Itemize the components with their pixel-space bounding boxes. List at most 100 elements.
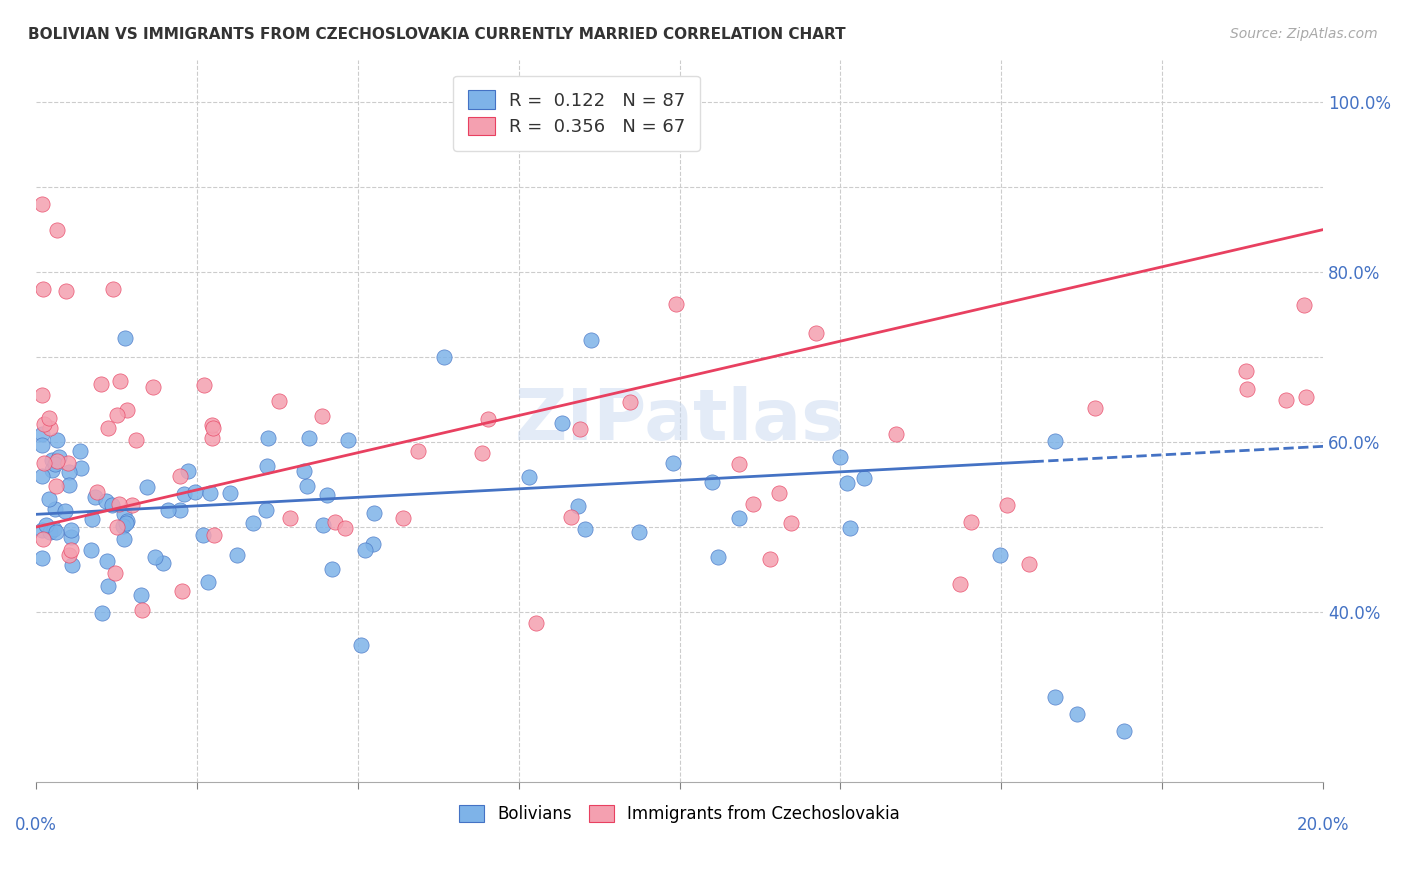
Point bbox=[46, 433, 69, 447]
Point bbox=[256, 458, 278, 473]
Point bbox=[312, 518, 335, 533]
Point bbox=[32, 417, 55, 431]
Point bbox=[574, 522, 596, 536]
Point bbox=[184, 485, 207, 500]
Point bbox=[37, 492, 59, 507]
Point bbox=[728, 511, 751, 525]
Point bbox=[90, 606, 112, 620]
Point bbox=[31, 551, 53, 566]
Point bbox=[94, 494, 117, 508]
Point bbox=[256, 432, 278, 446]
Point bbox=[107, 519, 129, 533]
Point bbox=[105, 408, 128, 422]
Point bbox=[335, 521, 357, 535]
Point bbox=[990, 548, 1012, 562]
Point bbox=[780, 516, 803, 531]
Point bbox=[125, 434, 148, 448]
Point bbox=[193, 377, 215, 392]
Point bbox=[200, 485, 222, 500]
Point bbox=[169, 469, 191, 483]
Point bbox=[80, 511, 103, 525]
Point bbox=[321, 562, 343, 576]
Point bbox=[114, 331, 136, 345]
Point bbox=[406, 444, 429, 458]
Point bbox=[44, 457, 66, 471]
Point bbox=[191, 528, 214, 542]
Text: 20.0%: 20.0% bbox=[1296, 816, 1350, 834]
Point bbox=[32, 456, 55, 470]
Point bbox=[706, 549, 728, 564]
Point bbox=[90, 377, 112, 392]
Point bbox=[31, 524, 53, 538]
Point bbox=[1112, 724, 1135, 739]
Point bbox=[156, 502, 179, 516]
Point bbox=[45, 479, 67, 493]
Point bbox=[1018, 557, 1040, 571]
Point bbox=[197, 575, 219, 590]
Point bbox=[242, 516, 264, 531]
Text: ZIPatlas: ZIPatlas bbox=[515, 386, 845, 455]
Point bbox=[60, 523, 83, 537]
Point bbox=[117, 514, 139, 528]
Point bbox=[1275, 392, 1298, 407]
Point bbox=[143, 549, 166, 564]
Point bbox=[838, 521, 860, 535]
Point bbox=[111, 519, 134, 533]
Text: 0.0%: 0.0% bbox=[15, 816, 56, 834]
Point bbox=[58, 465, 80, 479]
Point bbox=[32, 282, 55, 296]
Text: Source: ZipAtlas.com: Source: ZipAtlas.com bbox=[1230, 27, 1378, 41]
Point bbox=[107, 497, 129, 511]
Point bbox=[31, 468, 53, 483]
Point bbox=[173, 487, 195, 501]
Point bbox=[53, 504, 76, 518]
Point bbox=[103, 282, 125, 296]
Point bbox=[960, 515, 983, 529]
Point bbox=[292, 464, 315, 478]
Point bbox=[121, 498, 143, 512]
Point bbox=[524, 615, 547, 630]
Point bbox=[41, 462, 63, 476]
Point bbox=[83, 490, 105, 504]
Point bbox=[45, 525, 67, 540]
Point bbox=[60, 558, 83, 572]
Legend: Bolivians, Immigrants from Czechoslovakia: Bolivians, Immigrants from Czechoslovaki… bbox=[451, 797, 908, 831]
Point bbox=[581, 333, 603, 347]
Point bbox=[806, 326, 828, 340]
Point bbox=[201, 431, 224, 445]
Point bbox=[1043, 690, 1066, 704]
Point bbox=[1043, 434, 1066, 448]
Point bbox=[79, 543, 101, 558]
Point bbox=[742, 497, 765, 511]
Point bbox=[44, 502, 66, 516]
Point bbox=[1236, 382, 1258, 396]
Point bbox=[142, 380, 165, 394]
Point bbox=[170, 584, 193, 599]
Point bbox=[1084, 401, 1107, 416]
Point bbox=[46, 222, 69, 236]
Point bbox=[278, 511, 301, 525]
Point bbox=[1294, 298, 1316, 312]
Point bbox=[112, 533, 135, 547]
Point bbox=[477, 412, 499, 426]
Point bbox=[298, 432, 321, 446]
Point bbox=[177, 464, 200, 478]
Point bbox=[38, 410, 60, 425]
Point bbox=[136, 480, 159, 494]
Point bbox=[267, 394, 290, 409]
Point bbox=[31, 387, 53, 401]
Point bbox=[350, 639, 373, 653]
Point bbox=[112, 507, 135, 521]
Point bbox=[884, 426, 907, 441]
Point bbox=[1066, 707, 1088, 722]
Point bbox=[768, 486, 790, 500]
Point bbox=[828, 450, 851, 464]
Point bbox=[42, 522, 65, 536]
Point bbox=[560, 510, 582, 524]
Point bbox=[759, 552, 782, 566]
Point bbox=[86, 484, 108, 499]
Point bbox=[315, 488, 337, 502]
Point bbox=[361, 537, 384, 551]
Point bbox=[58, 548, 80, 562]
Point bbox=[129, 589, 152, 603]
